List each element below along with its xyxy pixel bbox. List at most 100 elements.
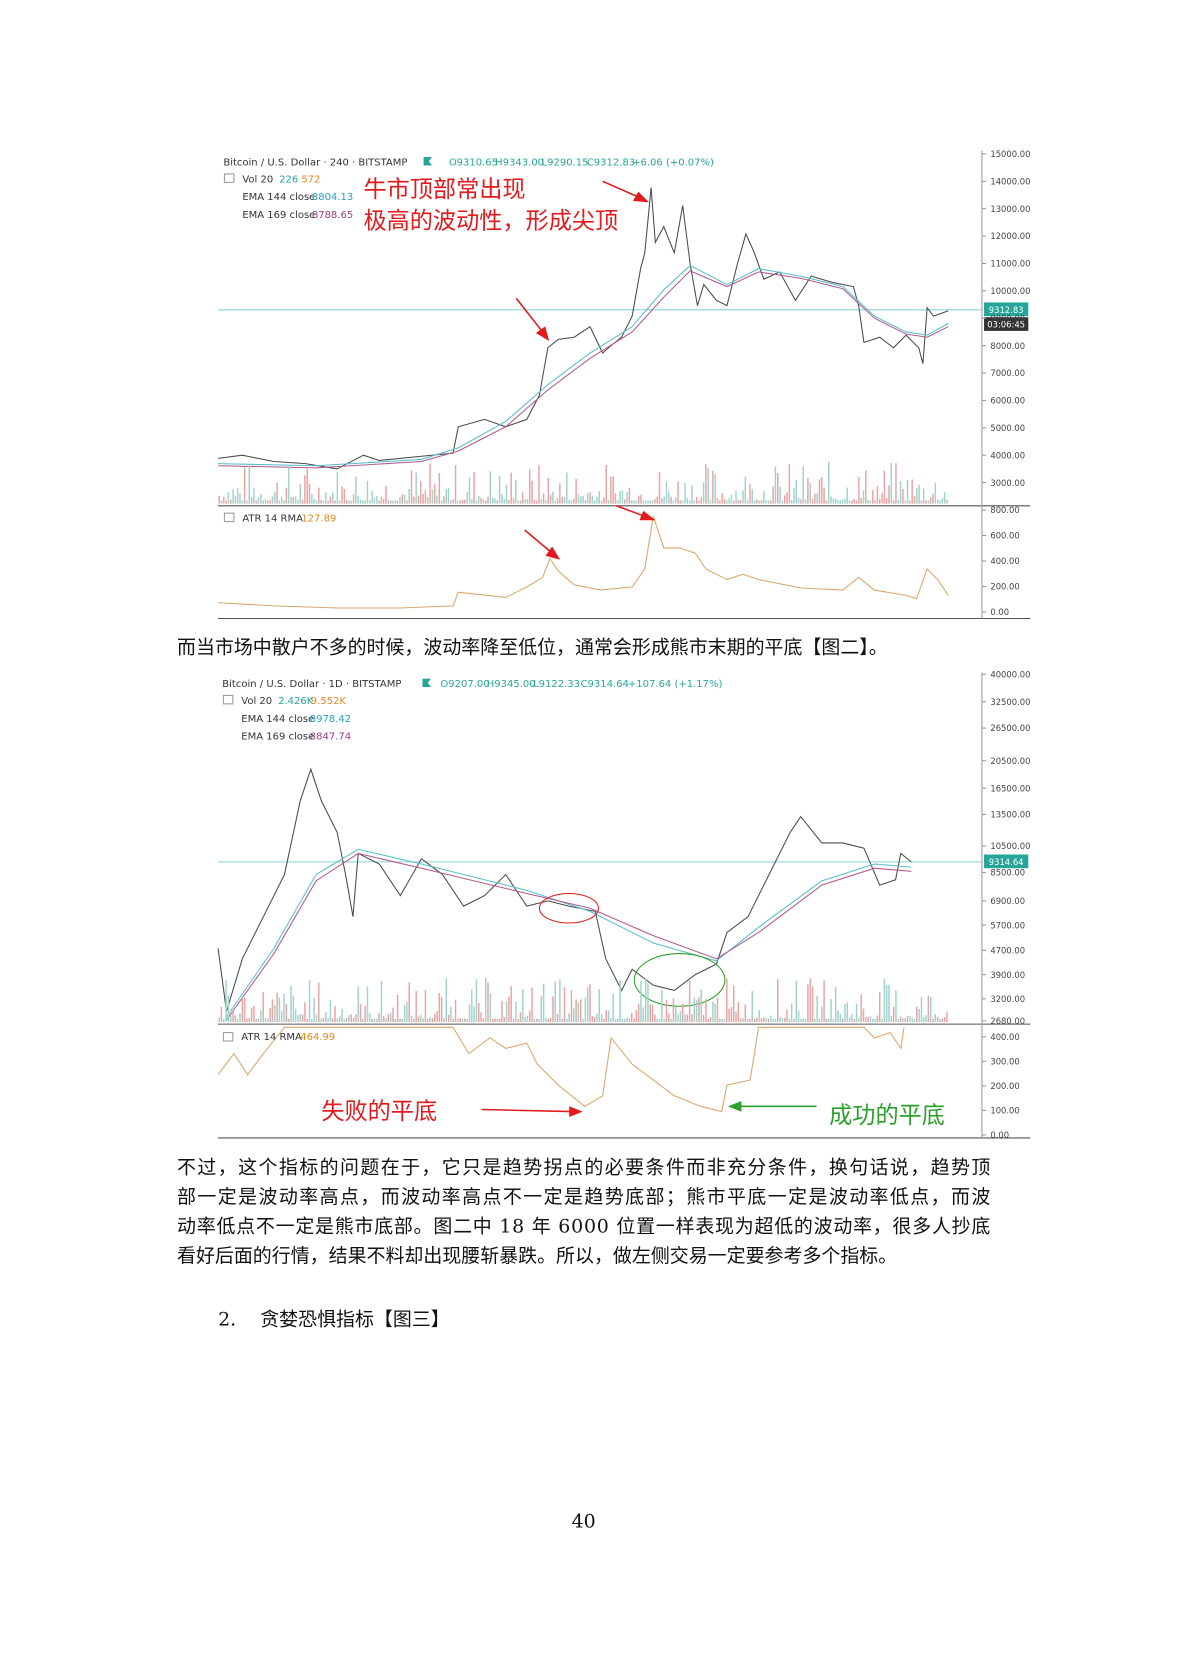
axis-label: 13000.00 xyxy=(990,204,1030,214)
axis-label: 4000.00 xyxy=(990,450,1025,460)
axis-label: 2680.00 xyxy=(990,1016,1025,1026)
ema-label: EMA 169 close xyxy=(242,210,315,221)
ema-value: 8804.13 xyxy=(312,192,353,203)
figure-1-header: Bitcoin / U.S. Dollar · 240 · BITSTAMP O… xyxy=(223,157,1025,524)
axis-label: 9000.00 xyxy=(990,313,1025,323)
open: O9207.00 xyxy=(440,679,489,690)
axis-label: 8500.00 xyxy=(990,868,1025,878)
vol-label: Vol 20 xyxy=(241,696,272,707)
vol-value: 572 xyxy=(301,174,320,185)
figure-2-axes: 40000.00 32500.00 26500.00 20500.00 16500.00… xyxy=(981,670,1030,1140)
flag-icon xyxy=(423,157,432,166)
list-text: 贪婪恐惧指标【图三】 xyxy=(260,1308,450,1330)
axis-label: 10000.00 xyxy=(990,286,1030,296)
close: C9312.83 xyxy=(587,157,635,168)
price-tag-box xyxy=(984,302,1029,317)
axis-label: 12000.00 xyxy=(990,231,1030,241)
axis-label: 100.00 xyxy=(990,1106,1019,1116)
figure-2-header: Bitcoin / U.S. Dollar · 1D · BITSTAMP O9… xyxy=(222,679,1023,1129)
axis-label: 400.00 xyxy=(990,556,1019,566)
axis-label: 7000.00 xyxy=(990,368,1025,378)
axis-label: 8000.00 xyxy=(990,341,1025,351)
highlight-ellipse xyxy=(633,953,726,1007)
vol-label: Vol 20 xyxy=(242,174,273,185)
axis-label: 16500.00 xyxy=(990,783,1030,793)
atr-line xyxy=(218,516,949,609)
annotation-arrows xyxy=(515,180,656,560)
volume-bars xyxy=(218,461,948,1023)
ema-value: 8847.74 xyxy=(310,732,351,743)
axis-label: 13500.00 xyxy=(990,810,1030,820)
atr-label: ATR 14 RMA xyxy=(241,1032,302,1043)
axis-label: 40000.00 xyxy=(990,670,1030,680)
price-tag: 9314.64 xyxy=(989,857,1024,867)
close: C9314.64 xyxy=(581,679,629,690)
ema-line xyxy=(218,270,949,469)
axis-label: 400.00 xyxy=(990,1032,1019,1042)
axis-label: 20500.00 xyxy=(990,756,1030,766)
axis-label: 11000.00 xyxy=(990,259,1030,269)
paragraph: 而当市场中散户不多的时候，波动率降至低位，通常会形成熊市末期的平底【图二】。 xyxy=(177,636,888,658)
time-tag-box xyxy=(984,317,1029,331)
annotation-arrow xyxy=(727,1100,817,1112)
price-series xyxy=(218,187,949,470)
axis-label: 200.00 xyxy=(990,1081,1019,1091)
ema-label: EMA 144 close xyxy=(241,714,314,725)
axis-label: 5700.00 xyxy=(990,920,1025,930)
annotation: 极高的波动性，形成尖顶 xyxy=(363,208,618,235)
time-tag: 03:06:45 xyxy=(987,320,1025,330)
symbol: Bitcoin / U.S. Dollar · 240 · BITSTAMP xyxy=(223,157,407,168)
axis-label: 15000.00 xyxy=(990,149,1030,159)
vol-value: 226 xyxy=(279,174,298,185)
decoration xyxy=(217,150,1031,1139)
ema-label: EMA 169 close xyxy=(241,732,314,743)
price-series xyxy=(217,767,912,1012)
axis-label: 0.00 xyxy=(990,607,1009,617)
ema-line xyxy=(226,852,912,1021)
paragraph-line: 看好后面的行情，结果不料却出现腰斩暴跌。所以，做左侧交易一定要参考多个指标。 xyxy=(177,1245,897,1267)
axis-label: 0.00 xyxy=(990,1130,1009,1140)
axis-label: 600.00 xyxy=(990,531,1019,541)
ema-value: 8788.65 xyxy=(312,210,353,221)
axis-label: 26500.00 xyxy=(990,723,1030,733)
atr-value: 464.99 xyxy=(300,1032,335,1043)
ema-label: EMA 144 close xyxy=(242,192,315,203)
paragraph: 不过，这个指标的问题在于，它只是趋势拐点的必要条件而非充分条件，换句话说，趋势顶… xyxy=(177,1157,990,1268)
atr-value: 127.89 xyxy=(301,514,336,525)
paragraph-line: 部一定是波动率高点，而波动率高点不一定是趋势底部；熊市平底一定是波动率低点，而波 xyxy=(177,1186,990,1208)
change: +6.06 (+0.07%) xyxy=(632,157,714,168)
figure-1-axes: 15000.00 14000.00 13000.00 12000.00 11000.00… xyxy=(981,149,1030,617)
annotation-arrow xyxy=(481,1106,583,1117)
high: H9343.00 xyxy=(495,157,544,168)
axis-label: 6000.00 xyxy=(990,396,1025,406)
collapse-icon xyxy=(223,512,235,523)
axis-label: 300.00 xyxy=(990,1056,1019,1066)
axis-label: 3000.00 xyxy=(990,478,1025,488)
low: L9122.33 xyxy=(533,679,580,690)
annotation: 成功的平底 xyxy=(829,1102,945,1129)
axis-label: 32500.00 xyxy=(990,697,1030,707)
open: O9310.65 xyxy=(449,157,498,168)
axis-label: 10500.00 xyxy=(990,841,1030,851)
axis-label: 3900.00 xyxy=(990,970,1025,980)
axis-label: 800.00 xyxy=(990,505,1019,515)
atr-label: ATR 14 RMA xyxy=(242,514,303,525)
vol-value: 2.426K xyxy=(278,696,314,707)
page-number: 40 xyxy=(572,1511,596,1533)
annotation: 牛市顶部常出现 xyxy=(363,176,525,203)
paragraph-line: 动率低点不一定是熊市底部。图二中 18 年 6000 位置一样表现为超低的波动率… xyxy=(177,1216,990,1238)
axis-label: 5000.00 xyxy=(990,423,1025,433)
vol-value: 9.552K xyxy=(311,696,347,707)
price-tag-box xyxy=(984,854,1029,869)
collapse-icon xyxy=(222,1032,234,1042)
axis-label: 14000.00 xyxy=(990,176,1030,186)
axis-label: 4700.00 xyxy=(990,946,1025,956)
collapse-icon xyxy=(222,694,234,705)
atr-line xyxy=(217,1026,905,1113)
ema-line xyxy=(226,848,912,1018)
ema-line xyxy=(218,264,949,467)
high: H9345.00 xyxy=(487,679,536,690)
paragraph-line: 不过，这个指标的问题在于，它只是趋势拐点的必要条件而非充分条件，换句话说，趋势顶 xyxy=(177,1157,990,1179)
